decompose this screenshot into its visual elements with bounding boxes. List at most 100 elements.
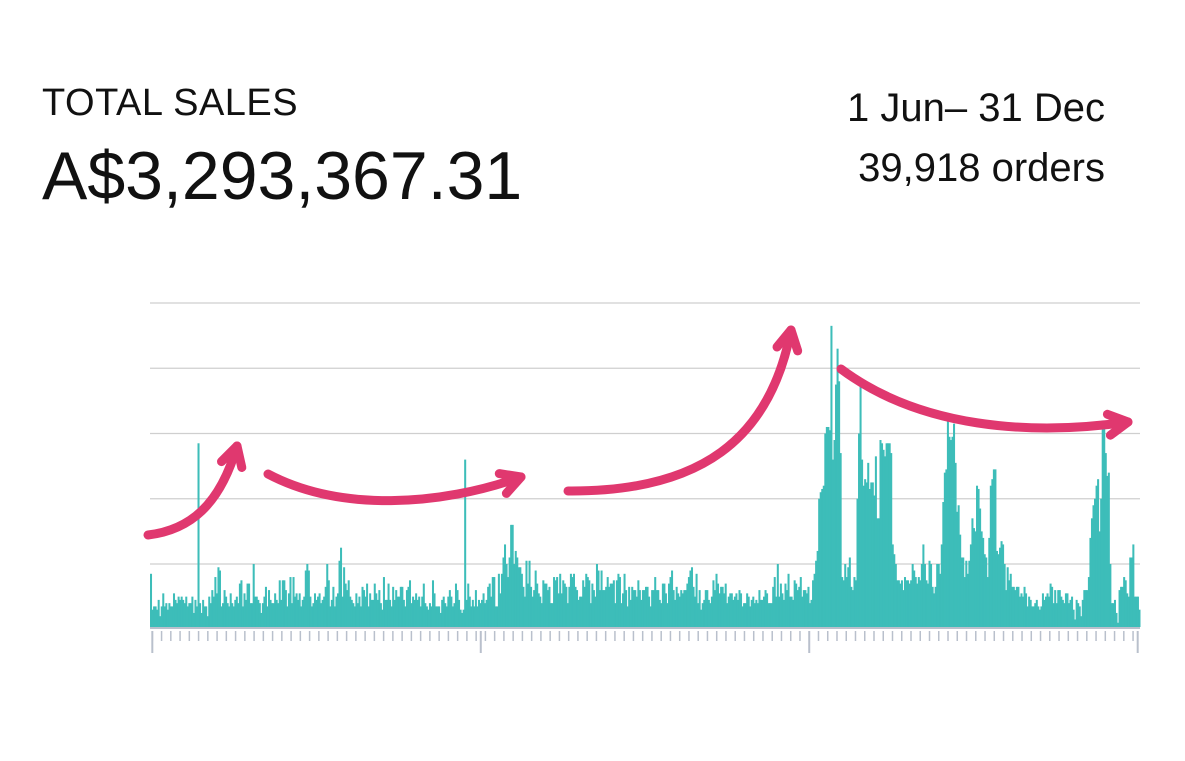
bar (591, 583, 594, 627)
bar (1020, 593, 1023, 627)
bar (1130, 557, 1133, 627)
bar (335, 596, 338, 628)
bar (405, 590, 408, 627)
bar (1008, 580, 1011, 627)
bar (1067, 603, 1070, 627)
bar (965, 560, 968, 627)
bar (847, 567, 850, 627)
bar (920, 564, 923, 627)
bar (386, 599, 389, 627)
bar (890, 453, 893, 627)
bar (985, 557, 988, 627)
bar (468, 596, 471, 628)
bar (330, 599, 333, 627)
bar (1000, 541, 1003, 627)
bar (992, 469, 995, 627)
bar (585, 573, 588, 627)
bar (1014, 590, 1017, 627)
bar (612, 580, 615, 627)
bar (1135, 596, 1138, 628)
bar (928, 560, 931, 627)
bar (269, 599, 272, 627)
bar (839, 453, 842, 627)
bar (1081, 599, 1084, 627)
bar (243, 593, 246, 627)
bar (343, 567, 346, 627)
bar (373, 583, 376, 627)
bar (303, 596, 306, 628)
bar (753, 603, 756, 627)
bar (459, 609, 462, 627)
bar (554, 580, 557, 627)
bar (192, 612, 195, 627)
bar (318, 593, 321, 627)
bar (730, 593, 733, 627)
bar (746, 593, 749, 627)
bar (1009, 573, 1012, 627)
bar (487, 586, 490, 627)
bar (804, 590, 807, 627)
bar (939, 573, 942, 627)
bar (176, 603, 179, 627)
bar (923, 564, 926, 627)
bar (962, 557, 965, 627)
bar (957, 505, 960, 627)
bar (309, 596, 312, 628)
bar (949, 440, 952, 627)
bar (812, 580, 815, 627)
bar (172, 593, 176, 627)
bar (669, 577, 672, 627)
bar (202, 599, 205, 627)
bar (496, 606, 499, 627)
gridlines (150, 302, 1140, 565)
bar (1115, 612, 1118, 627)
bar (914, 577, 917, 627)
bar (703, 599, 706, 627)
bar (528, 560, 531, 627)
bar (667, 583, 671, 627)
bar (697, 603, 700, 627)
bar (603, 590, 606, 627)
bar (514, 550, 517, 627)
bar (813, 573, 816, 627)
bar (671, 570, 674, 627)
bar (482, 593, 485, 627)
bar (510, 524, 513, 627)
bar (899, 583, 902, 627)
bar (589, 603, 592, 627)
bar (657, 590, 660, 627)
bar (907, 580, 910, 627)
bar (312, 603, 315, 627)
bar (560, 593, 563, 627)
bar (287, 593, 290, 627)
bar (156, 609, 159, 627)
bar (413, 599, 416, 627)
bar (934, 586, 937, 627)
bar (252, 564, 255, 627)
bar (674, 599, 677, 627)
bar (594, 596, 597, 628)
bar (505, 564, 508, 627)
bar (871, 482, 874, 627)
stabilization-arrowhead (494, 469, 526, 498)
bar (620, 603, 623, 627)
bar (1110, 603, 1113, 627)
bar (1054, 590, 1057, 627)
bar (283, 580, 286, 627)
bar (678, 596, 681, 628)
bar (781, 593, 784, 627)
bar (467, 583, 470, 627)
bar (999, 547, 1002, 627)
bar (425, 606, 428, 627)
bar (660, 603, 663, 627)
bar (635, 596, 638, 628)
bar (245, 599, 248, 627)
bar (251, 603, 254, 627)
bar (887, 443, 890, 627)
bar (782, 599, 785, 627)
bar (595, 564, 598, 627)
bar (533, 590, 536, 627)
bar (1075, 599, 1078, 627)
bar (232, 606, 235, 627)
bar (151, 609, 154, 627)
